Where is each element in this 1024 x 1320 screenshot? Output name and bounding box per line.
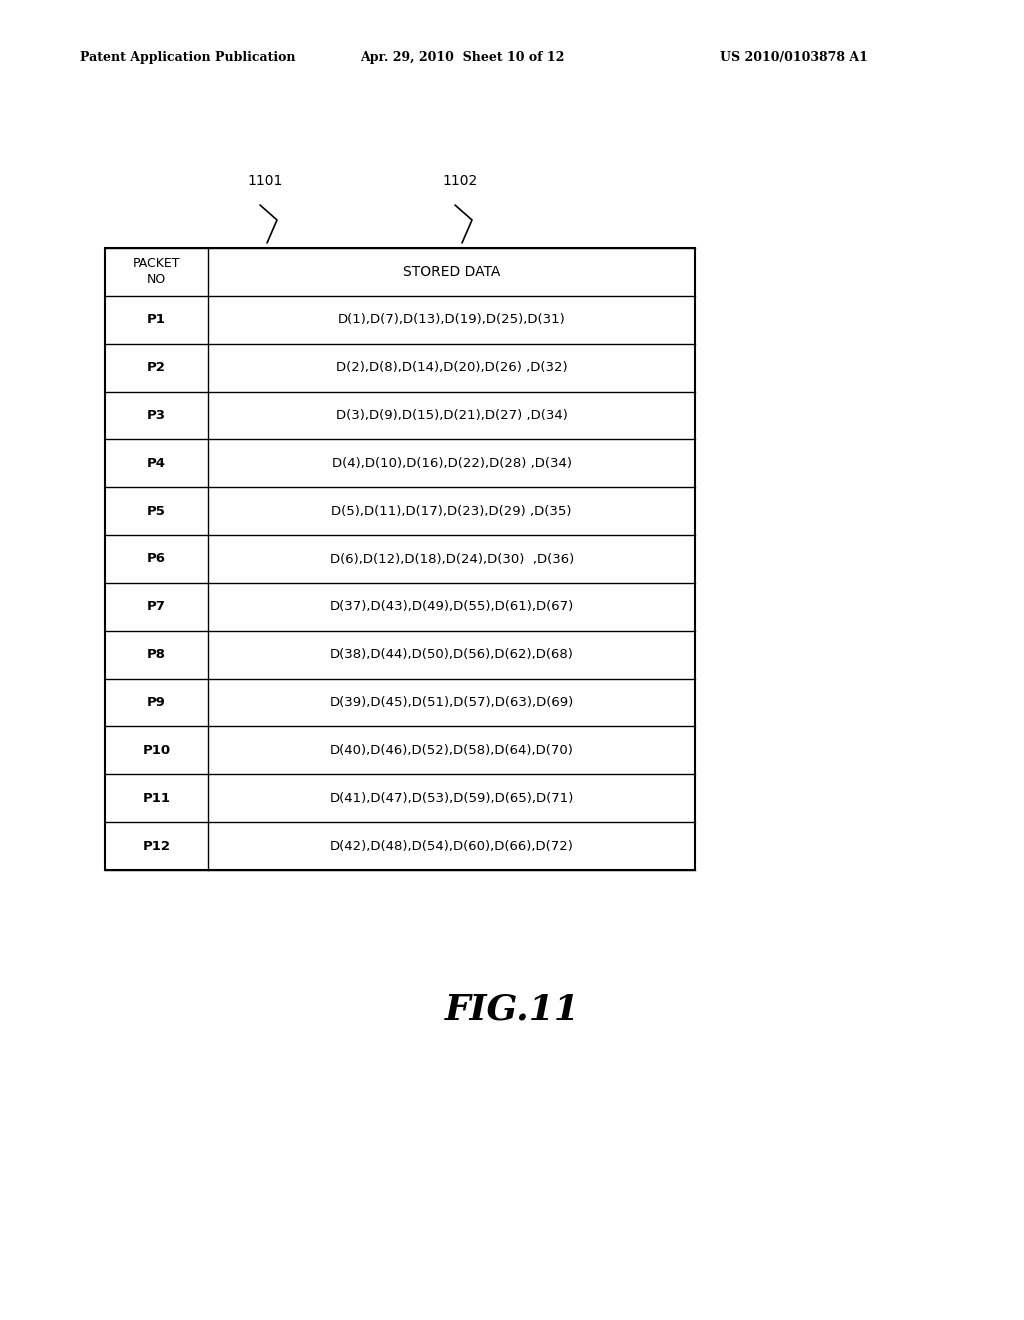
Text: P5: P5 [147, 504, 166, 517]
Text: Patent Application Publication: Patent Application Publication [80, 51, 296, 65]
Text: D(37),D(43),D(49),D(55),D(61),D(67): D(37),D(43),D(49),D(55),D(61),D(67) [330, 601, 573, 614]
Text: 1102: 1102 [442, 174, 477, 187]
Text: D(42),D(48),D(54),D(60),D(66),D(72): D(42),D(48),D(54),D(60),D(66),D(72) [330, 840, 573, 853]
Text: P2: P2 [147, 362, 166, 374]
Text: FIG.11: FIG.11 [444, 993, 580, 1027]
Text: P3: P3 [147, 409, 166, 422]
Text: D(38),D(44),D(50),D(56),D(62),D(68): D(38),D(44),D(50),D(56),D(62),D(68) [330, 648, 573, 661]
Text: D(41),D(47),D(53),D(59),D(65),D(71): D(41),D(47),D(53),D(59),D(65),D(71) [330, 792, 573, 805]
Text: D(3),D(9),D(15),D(21),D(27) ,D(34): D(3),D(9),D(15),D(21),D(27) ,D(34) [336, 409, 567, 422]
Text: D(40),D(46),D(52),D(58),D(64),D(70): D(40),D(46),D(52),D(58),D(64),D(70) [330, 744, 573, 756]
Text: P9: P9 [147, 696, 166, 709]
Text: D(1),D(7),D(13),D(19),D(25),D(31): D(1),D(7),D(13),D(19),D(25),D(31) [338, 313, 565, 326]
Text: P4: P4 [147, 457, 166, 470]
Text: PACKET
NO: PACKET NO [133, 257, 180, 286]
Bar [105, 248, 695, 870]
Text: P8: P8 [147, 648, 166, 661]
Text: P1: P1 [147, 313, 166, 326]
Text: D(5),D(11),D(17),D(23),D(29) ,D(35): D(5),D(11),D(17),D(23),D(29) ,D(35) [332, 504, 571, 517]
Text: 1101: 1101 [248, 174, 283, 187]
Text: US 2010/0103878 A1: US 2010/0103878 A1 [720, 51, 868, 65]
Text: D(2),D(8),D(14),D(20),D(26) ,D(32): D(2),D(8),D(14),D(20),D(26) ,D(32) [336, 362, 567, 374]
Text: D(6),D(12),D(18),D(24),D(30)  ,D(36): D(6),D(12),D(18),D(24),D(30) ,D(36) [330, 553, 573, 565]
Text: P11: P11 [142, 792, 171, 805]
Text: D(4),D(10),D(16),D(22),D(28) ,D(34): D(4),D(10),D(16),D(22),D(28) ,D(34) [332, 457, 571, 470]
Text: P7: P7 [147, 601, 166, 614]
Text: D(39),D(45),D(51),D(57),D(63),D(69): D(39),D(45),D(51),D(57),D(63),D(69) [330, 696, 573, 709]
Text: P10: P10 [142, 744, 171, 756]
Text: Apr. 29, 2010  Sheet 10 of 12: Apr. 29, 2010 Sheet 10 of 12 [360, 51, 564, 65]
Text: P12: P12 [142, 840, 171, 853]
Text: STORED DATA: STORED DATA [402, 265, 501, 279]
Text: P6: P6 [147, 553, 166, 565]
